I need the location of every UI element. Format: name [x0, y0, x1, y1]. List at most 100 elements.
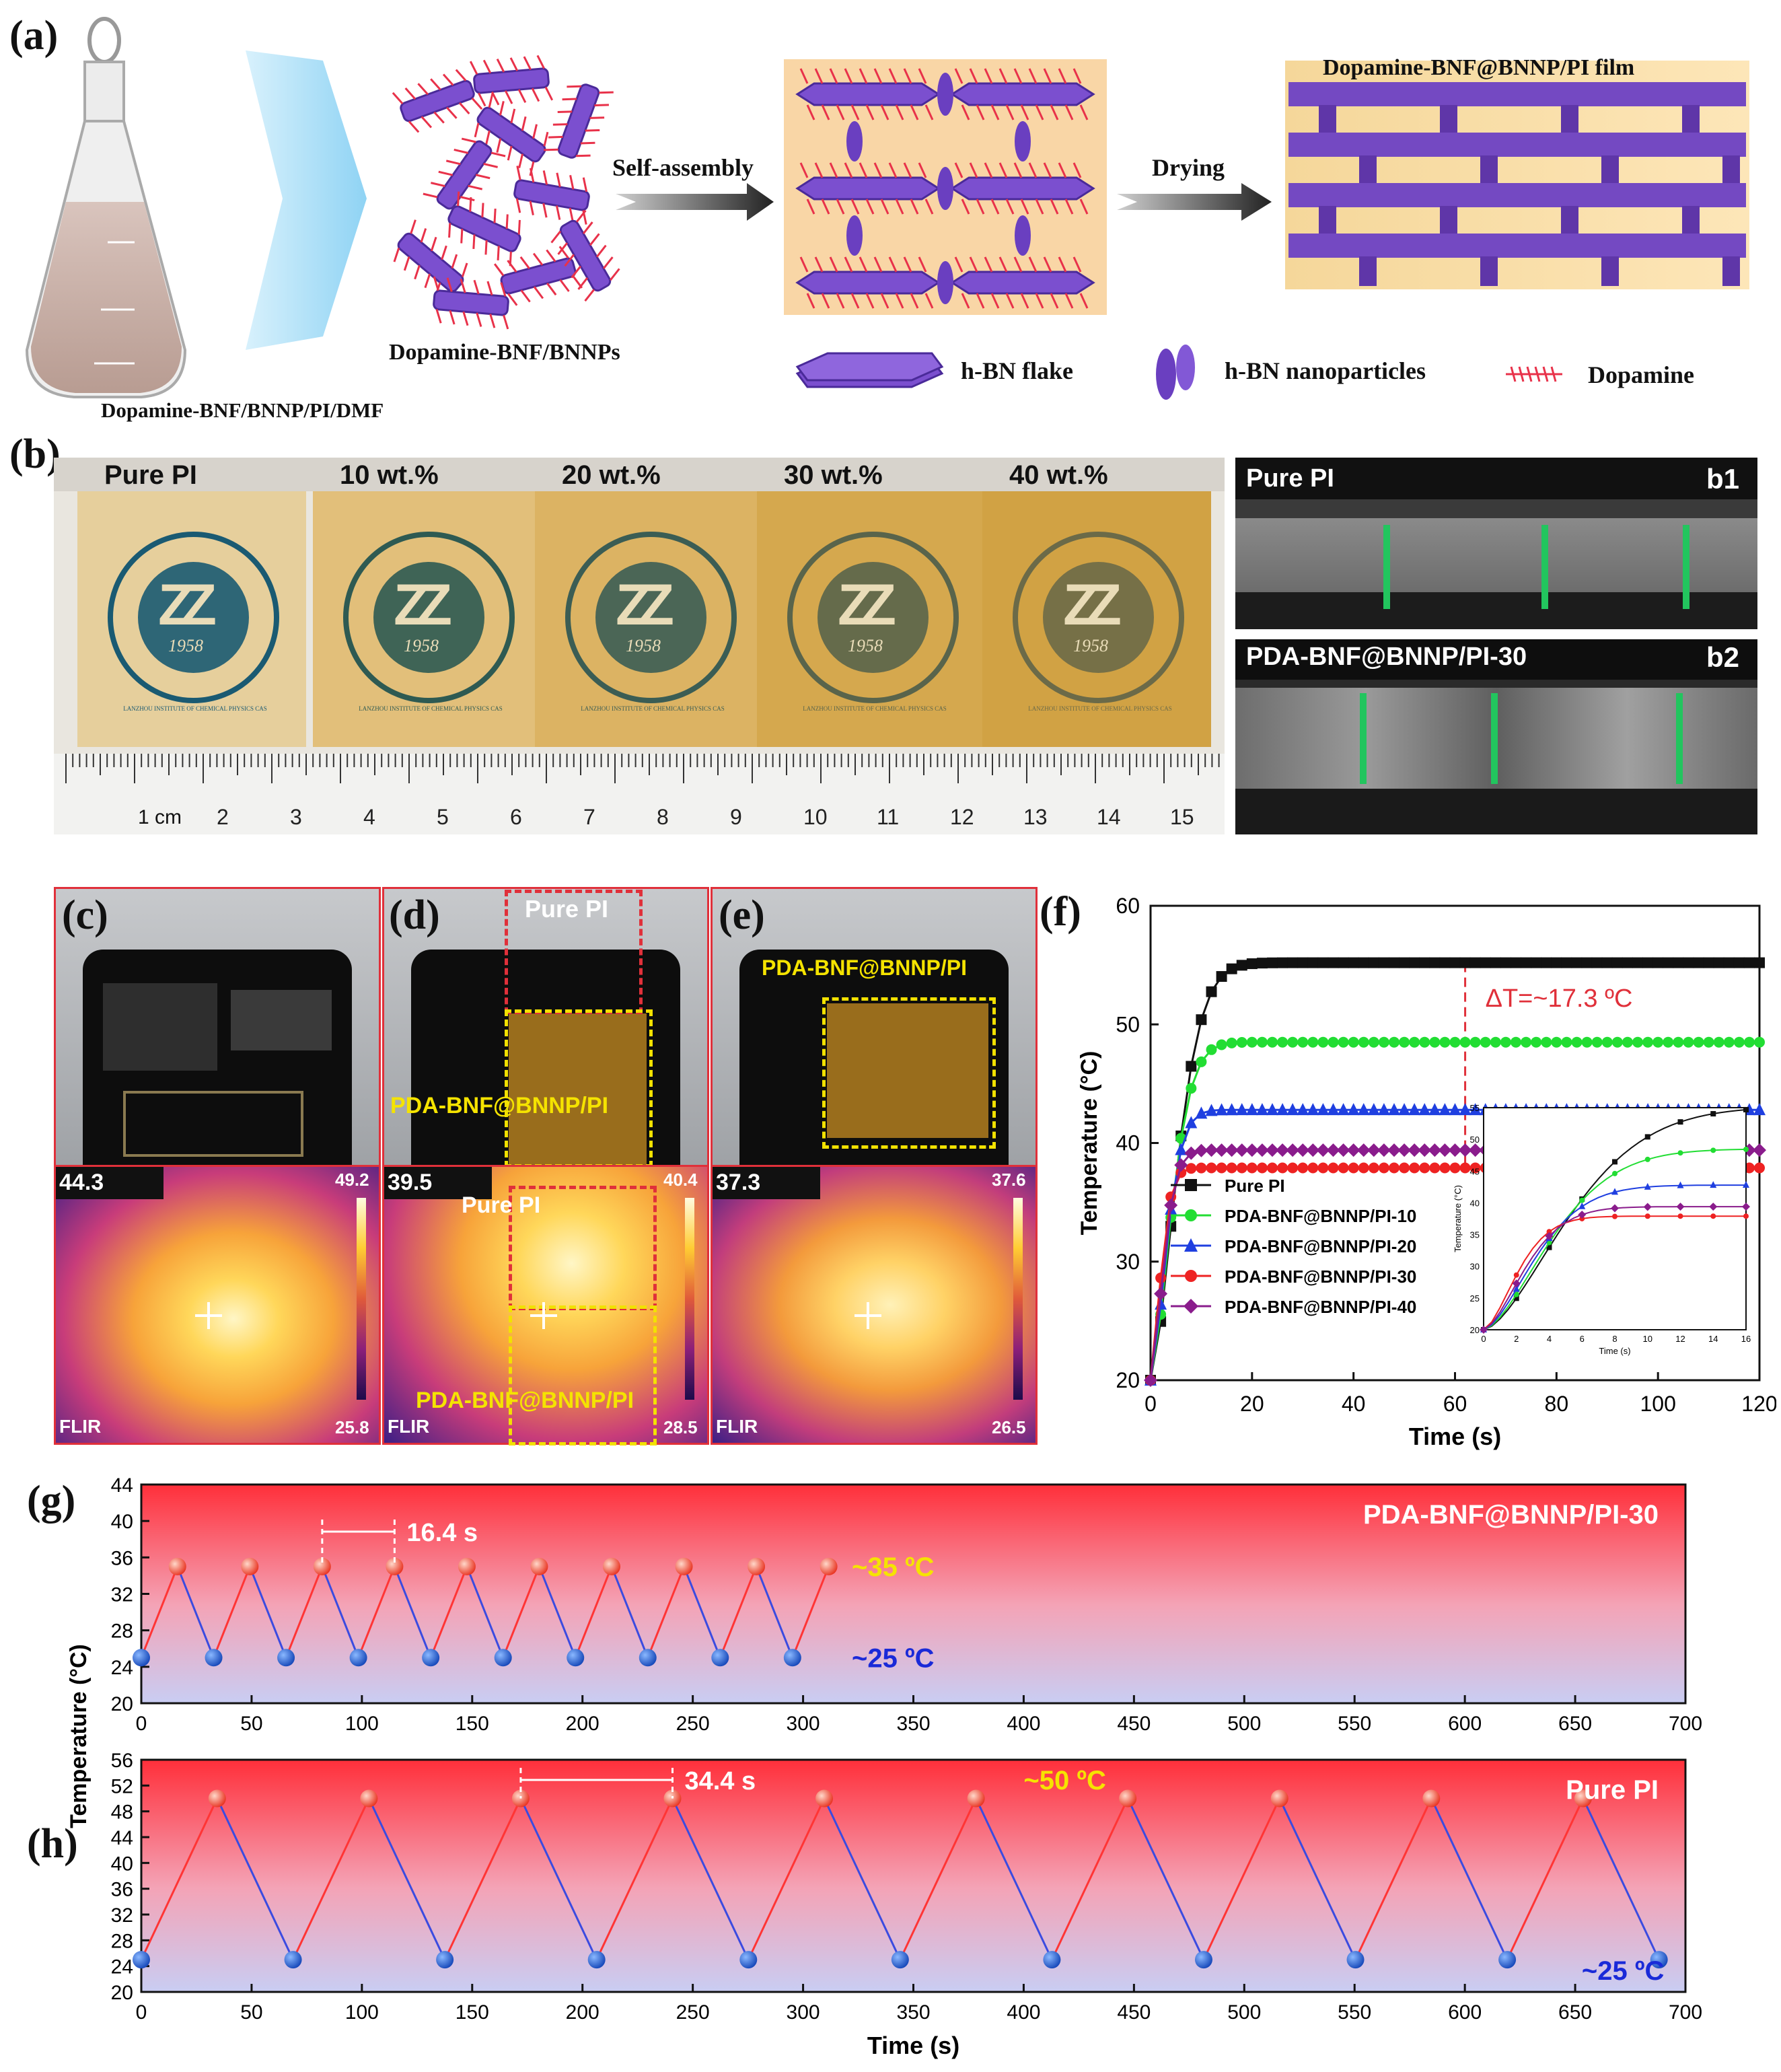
valley-point	[205, 1649, 223, 1667]
data-point	[1185, 1270, 1197, 1282]
x-tick-label: 350	[896, 2001, 930, 2024]
valley-point	[494, 1649, 512, 1667]
ruler-number: 3	[290, 805, 302, 829]
data-point	[1368, 957, 1379, 968]
peak-point	[1574, 1789, 1592, 1808]
data-point	[1328, 1036, 1339, 1048]
data-point	[1338, 1036, 1349, 1048]
data-point	[1389, 1036, 1400, 1048]
dispersed-flake	[392, 69, 483, 133]
data-point	[1338, 1162, 1349, 1174]
dispersed-flake	[393, 219, 468, 306]
photo-label-composite-e: PDA-BNF@BNNP/PI	[762, 956, 967, 980]
valley-point	[284, 1951, 302, 1969]
data-point	[1377, 1143, 1391, 1157]
data-point	[1357, 1103, 1370, 1116]
x-tick-label: 40	[1342, 1392, 1366, 1416]
inset-x-tick: 6	[1580, 1334, 1585, 1344]
data-point	[1753, 1143, 1766, 1157]
data-point	[1713, 1036, 1724, 1048]
cycle-segment	[823, 1797, 902, 1960]
ruler-number: 15	[1170, 805, 1194, 829]
ruler-number: 14	[1097, 805, 1121, 829]
data-point	[1215, 1103, 1228, 1116]
y-tick-label: 52	[111, 1775, 133, 1797]
thermal-image-e	[711, 1165, 1038, 1445]
cycle-segment	[610, 1566, 649, 1658]
data-point	[1356, 1143, 1371, 1157]
logo-year: 1958	[848, 636, 883, 655]
data-point	[1367, 1143, 1381, 1157]
dispersion-label: Dopamine-BNF/BNNPs	[389, 340, 620, 365]
logo-zz: ZZ	[1063, 573, 1122, 637]
assembled-nanoparticle	[937, 167, 953, 210]
peak-point	[967, 1789, 985, 1808]
logo-rim-text: LANZHOU INSTITUTE OF CHEMICAL PHYSICS CA…	[123, 705, 267, 712]
data-point	[1438, 1143, 1452, 1157]
ir-label-pure-pi-d: Pure PI	[462, 1192, 541, 1218]
panel-label-f: (f)	[1040, 889, 1081, 935]
inset-x-label: Time (s)	[1599, 1346, 1630, 1356]
cycle-segment	[1430, 1797, 1509, 1960]
low-temp-label: ~25 ºC	[1582, 1956, 1664, 1986]
data-point	[1317, 1103, 1330, 1116]
data-point	[1266, 1103, 1278, 1116]
data-point	[1267, 1036, 1278, 1048]
valley-point	[1346, 1951, 1365, 1969]
data-point	[1643, 1203, 1652, 1211]
data-point	[1287, 1036, 1299, 1048]
cycle-segment	[176, 1566, 215, 1658]
data-point	[1754, 1036, 1765, 1048]
x-tick-label: 120	[1741, 1392, 1776, 1416]
data-point	[1652, 1036, 1664, 1048]
arrow-self-assembly-icon	[616, 183, 774, 221]
y-tick-label: 40	[1116, 1131, 1140, 1155]
data-point	[1307, 1036, 1319, 1048]
data-point	[1693, 957, 1704, 968]
assembled-flake	[795, 256, 941, 309]
data-point	[1196, 1056, 1207, 1067]
y-tick-label: 48	[111, 1801, 133, 1824]
data-point	[1387, 1143, 1401, 1157]
data-point	[1196, 1014, 1207, 1026]
film-pillar	[1682, 206, 1700, 236]
data-point	[1388, 1103, 1400, 1116]
data-point	[1246, 1036, 1258, 1048]
data-point	[1754, 957, 1765, 968]
film-pillar	[1440, 105, 1457, 135]
data-point	[1328, 1162, 1339, 1174]
flir-logo-e: FLIR	[716, 1416, 758, 1437]
data-point	[1642, 957, 1654, 968]
sample-label: PDA-BNF@BNNP/PI-30	[1363, 1500, 1659, 1530]
x-tick-label: 400	[1007, 2001, 1040, 2024]
legend-entry: PDA-BNF@BNNP/PI-30	[1171, 1266, 1416, 1287]
data-point	[1236, 1162, 1247, 1174]
data-point	[1611, 1204, 1619, 1213]
y-tick-label: 24	[111, 1657, 133, 1679]
data-point	[1245, 1103, 1258, 1116]
data-point	[1513, 1272, 1519, 1278]
data-point	[1245, 1143, 1259, 1157]
dispersed-flake	[423, 137, 506, 213]
data-point	[1226, 1162, 1237, 1174]
peak-point	[820, 1557, 838, 1575]
delta-t-annotation: ΔT=~17.3 ºC	[1486, 985, 1633, 1013]
panel-label-g: (g)	[27, 1478, 76, 1524]
y-tick-label: 20	[111, 1693, 133, 1715]
data-point	[1337, 1103, 1350, 1116]
institute-logo	[108, 532, 279, 703]
valley-point	[783, 1649, 801, 1667]
y-tick-label: 32	[111, 1904, 133, 1927]
inset-y-tick: 30	[1470, 1262, 1480, 1272]
cycle-panel-h: 20 24 28 32 36 40 44 48 52 56 0 50 100 150 200 250 300 35…	[111, 1750, 1702, 2059]
data-point	[1480, 1326, 1488, 1334]
cycle-segment	[357, 1566, 396, 1658]
data-point	[1348, 957, 1359, 968]
institute-logo-inner	[138, 562, 249, 673]
inset-x-tick: 0	[1481, 1334, 1486, 1344]
data-point	[1287, 1162, 1299, 1174]
data-point	[1155, 1273, 1167, 1284]
cycle-segment	[1278, 1797, 1356, 1960]
data-point	[1358, 1036, 1369, 1048]
